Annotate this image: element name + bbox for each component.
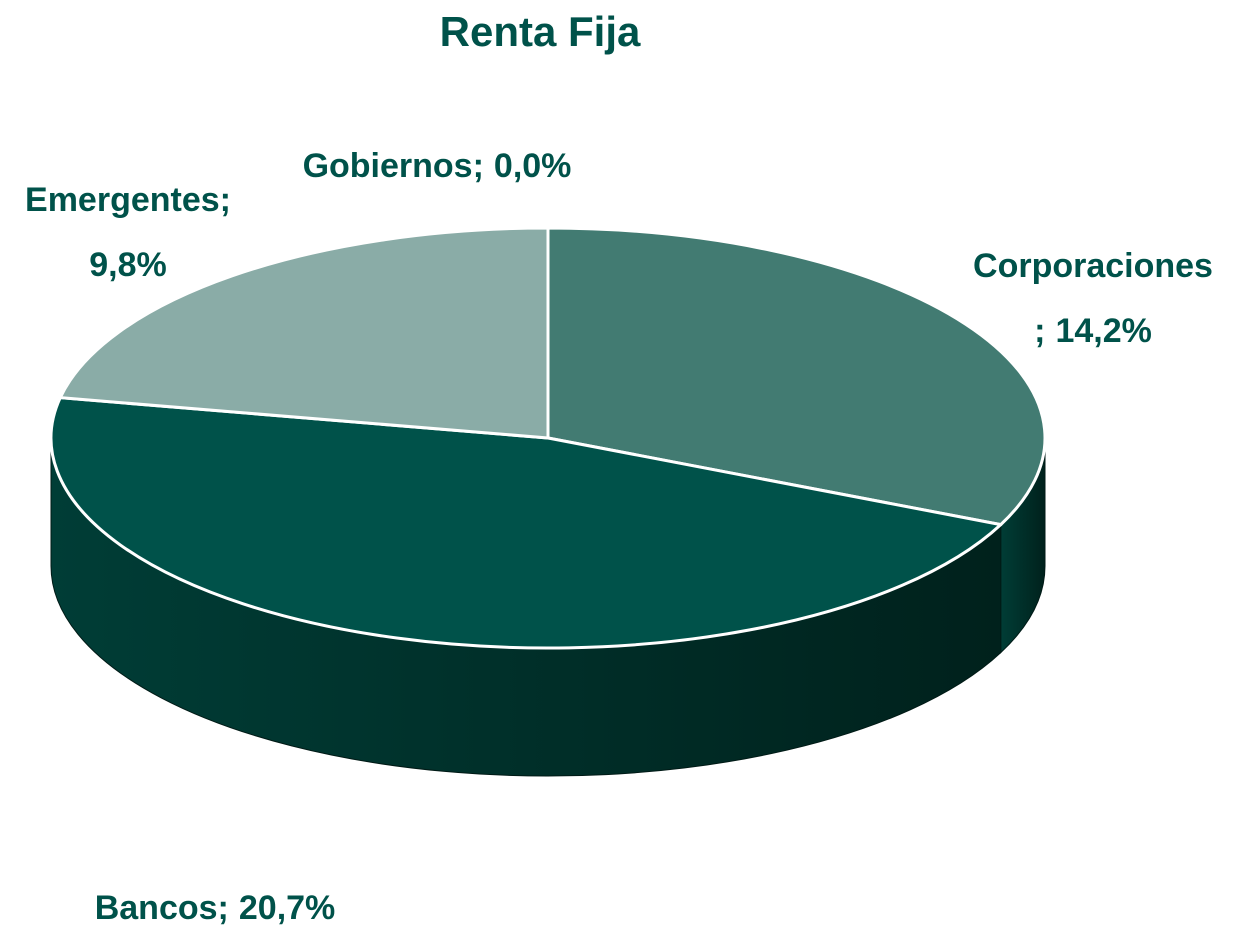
label-name: Bancos [95,889,218,927]
label-name: Gobiernos [303,147,473,185]
label-name: Corporaciones [973,247,1213,285]
label-value: 20,7% [239,889,335,927]
label-separator: ; [220,181,231,219]
label-separator: ; [473,147,484,185]
slice [58,226,550,440]
data-label: Gobiernos; 0,0% [303,147,572,185]
chart-title: Renta Fija [440,8,641,55]
label-name: Emergentes [25,181,220,219]
data-label: Corporaciones; 14,2% [973,247,1213,350]
label-separator: ; [1034,312,1045,350]
label-separator: ; [218,889,229,927]
slice [49,396,1003,650]
label-value: 9,8% [89,246,167,284]
data-label: Emergentes; 9,8% [25,181,231,284]
label-value: 0,0% [494,147,572,185]
slice [546,226,1047,527]
label-value: 14,2% [1055,312,1151,350]
data-label: Bancos; 20,7% [95,889,336,927]
